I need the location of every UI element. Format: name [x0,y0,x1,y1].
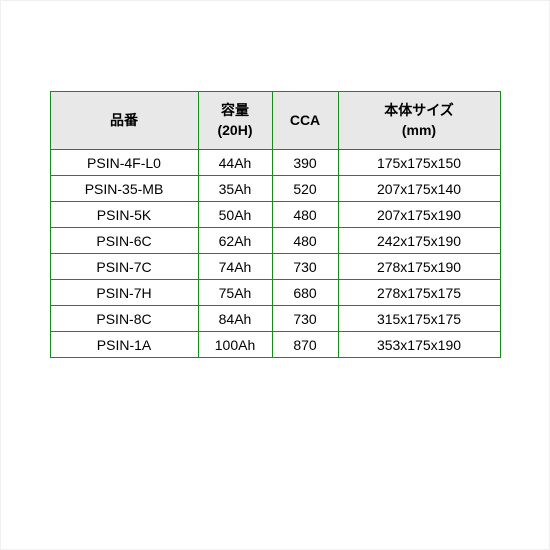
cell-model: PSIN-6C [50,228,198,254]
cell-cap: 74Ah [198,254,272,280]
cell-cap: 44Ah [198,150,272,176]
cell-cap: 62Ah [198,228,272,254]
table-row: PSIN-7C74Ah730278x175x190 [50,254,500,280]
spec-table: 品番 容量(20H) CCA 本体サイズ(mm) PSIN-4F-L044Ah3… [50,91,501,358]
header-text: 本体サイズ [384,102,454,118]
cell-cca: 480 [272,202,338,228]
col-header-cca: CCA [272,92,338,150]
table-body: PSIN-4F-L044Ah390175x175x150PSIN-35-MB35… [50,150,500,358]
cell-model: PSIN-4F-L0 [50,150,198,176]
table-row: PSIN-1A100Ah870353x175x190 [50,332,500,358]
cell-model: PSIN-35-MB [50,176,198,202]
cell-cca: 680 [272,280,338,306]
header-text: (mm) [402,122,436,138]
cell-cap: 84Ah [198,306,272,332]
cell-cap: 35Ah [198,176,272,202]
cell-model: PSIN-8C [50,306,198,332]
header-text: 品番 [110,112,138,128]
cell-size: 353x175x190 [338,332,500,358]
table-row: PSIN-8C84Ah730315x175x175 [50,306,500,332]
cell-cca: 390 [272,150,338,176]
table-row: PSIN-6C62Ah480242x175x190 [50,228,500,254]
cell-model: PSIN-7H [50,280,198,306]
cell-cca: 480 [272,228,338,254]
cell-cca: 870 [272,332,338,358]
col-header-model: 品番 [50,92,198,150]
cell-cca: 730 [272,306,338,332]
cell-model: PSIN-5K [50,202,198,228]
page-container: 品番 容量(20H) CCA 本体サイズ(mm) PSIN-4F-L044Ah3… [0,0,550,550]
col-header-capacity: 容量 (20H) [198,92,272,150]
header-row: 品番 容量 (20H) CCA 本体サイズ (mm) [50,92,500,150]
table-row: PSIN-35-MB35Ah520207x175x140 [50,176,500,202]
cell-model: PSIN-7C [50,254,198,280]
table-row: PSIN-7H75Ah680278x175x175 [50,280,500,306]
cell-size: 278x175x190 [338,254,500,280]
table-head: 品番 容量 (20H) CCA 本体サイズ (mm) [50,92,500,150]
cell-model: PSIN-1A [50,332,198,358]
cell-cap: 100Ah [198,332,272,358]
table-row: PSIN-5K50Ah480207x175x190 [50,202,500,228]
cell-cap: 75Ah [198,280,272,306]
header-text: (20H) [217,122,252,138]
cell-size: 207x175x190 [338,202,500,228]
header-text: CCA [290,112,320,128]
cell-cca: 520 [272,176,338,202]
cell-size: 278x175x175 [338,280,500,306]
header-text: 容量 [221,102,249,118]
cell-size: 242x175x190 [338,228,500,254]
cell-cap: 50Ah [198,202,272,228]
cell-size: 315x175x175 [338,306,500,332]
cell-size: 175x175x150 [338,150,500,176]
table-row: PSIN-4F-L044Ah390175x175x150 [50,150,500,176]
cell-cca: 730 [272,254,338,280]
col-header-size: 本体サイズ (mm) [338,92,500,150]
cell-size: 207x175x140 [338,176,500,202]
